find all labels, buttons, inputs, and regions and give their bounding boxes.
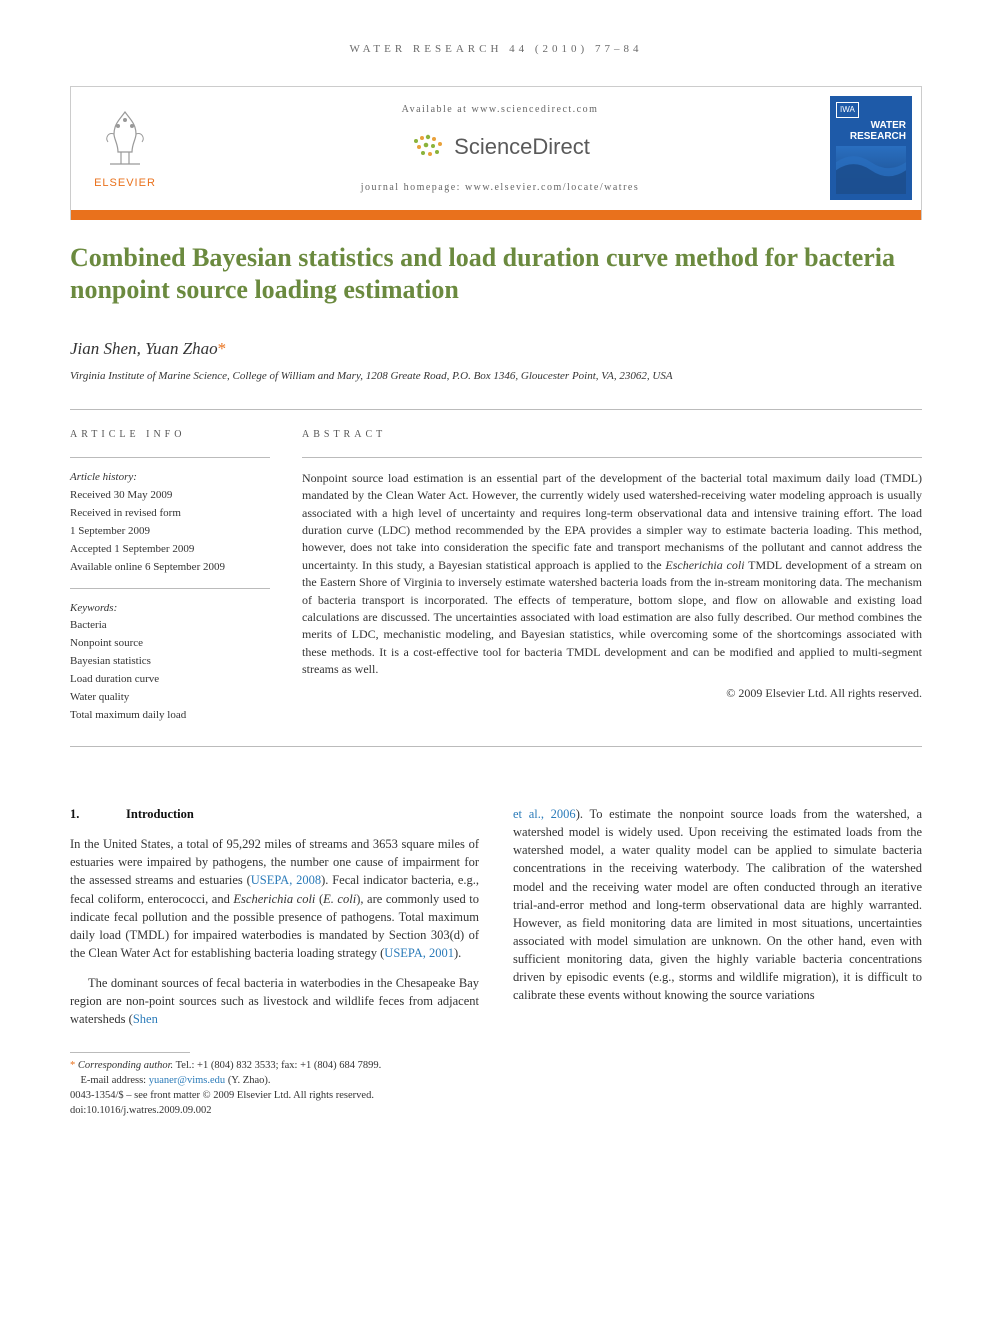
meta-abstract-row: ARTICLE INFO Article history: Received 3… [70, 410, 922, 746]
affiliation: Virginia Institute of Marine Science, Co… [70, 369, 922, 385]
elsevier-wordmark: ELSEVIER [94, 176, 156, 192]
body-paragraph: The dominant sources of fecal bacteria i… [70, 974, 479, 1028]
cover-iwa-badge: IWA [836, 102, 859, 118]
abstract-italic-term: Escherichia coli [665, 558, 744, 572]
meta-rule-1 [70, 457, 270, 458]
available-at-text: Available at www.sciencedirect.com [189, 103, 811, 118]
abstract-column: ABSTRACT Nonpoint source load estimation… [302, 428, 922, 726]
abstract-rule [302, 457, 922, 458]
cover-thumbnail: IWA WATER RESEARCH [830, 96, 912, 200]
abstract-heading: ABSTRACT [302, 428, 922, 443]
keyword: Bayesian statistics [70, 654, 270, 670]
article-title: Combined Bayesian statistics and load du… [70, 242, 922, 307]
species-italic: E. coli [323, 892, 356, 906]
article-info-heading: ARTICLE INFO [70, 428, 270, 443]
abstract-part-b: TMDL development of a stream on the East… [302, 558, 922, 676]
corresponding-star-icon: * [218, 339, 227, 358]
rule-bottom [70, 746, 922, 747]
sciencedirect-text: ScienceDirect [454, 131, 590, 163]
meta-rule-2 [70, 588, 270, 589]
running-head: WATER RESEARCH 44 (2010) 77–84 [70, 42, 922, 58]
email-who: (Y. Zhao). [225, 1075, 270, 1086]
p1-c: ( [315, 892, 323, 906]
history-line: Received in revised form [70, 506, 270, 522]
email-label: E-mail address: [81, 1075, 149, 1086]
body-paragraph: et al., 2006). To estimate the nonpoint … [513, 805, 922, 1004]
history-line: 1 September 2009 [70, 524, 270, 540]
footnote-rule [70, 1052, 190, 1053]
keyword: Bacteria [70, 618, 270, 634]
journal-homepage-text: journal homepage: www.elsevier.com/locat… [189, 181, 811, 196]
history-line: Available online 6 September 2009 [70, 560, 270, 576]
body-column-right: et al., 2006). To estimate the nonpoint … [513, 805, 922, 1118]
sciencedirect-dots-icon [410, 133, 446, 161]
abstract-copyright: © 2009 Elsevier Ltd. All rights reserved… [302, 685, 922, 702]
section-title: Introduction [126, 807, 194, 821]
body-paragraph: In the United States, a total of 95,292 … [70, 835, 479, 962]
corr-label: Corresponding author. [78, 1060, 173, 1071]
cover-title-line1: WATER [871, 120, 906, 131]
history-label: Article history: [70, 470, 270, 486]
history-line: Received 30 May 2009 [70, 488, 270, 504]
footnote-email-line: E-mail address: yuaner@vims.edu (Y. Zhao… [70, 1074, 479, 1089]
body-column-left: 1.Introduction In the United States, a t… [70, 805, 479, 1118]
citation-link[interactable]: et al., 2006 [513, 807, 576, 821]
species-italic: Escherichia coli [233, 892, 315, 906]
section-number: 1. [70, 805, 126, 823]
footnote-issn: 0043-1354/$ – see front matter © 2009 El… [70, 1089, 479, 1104]
history-line: Accepted 1 September 2009 [70, 542, 270, 558]
header-center: Available at www.sciencedirect.com Scien… [179, 87, 821, 210]
keywords-label: Keywords: [70, 601, 270, 617]
star-icon: * [70, 1060, 78, 1071]
footnote-doi: doi:10.1016/j.watres.2009.09.002 [70, 1104, 479, 1119]
authors: Jian Shen, Yuan Zhao* [70, 337, 922, 362]
keyword: Water quality [70, 690, 270, 706]
publisher-header: ELSEVIER Available at www.sciencedirect.… [70, 86, 922, 210]
cover-title: WATER RESEARCH [850, 120, 906, 142]
cover-title-line2: RESEARCH [850, 131, 906, 142]
keyword: Nonpoint source [70, 636, 270, 652]
journal-cover: IWA WATER RESEARCH [821, 87, 921, 210]
email-link[interactable]: yuaner@vims.edu [149, 1075, 225, 1086]
author-names: Jian Shen, Yuan Zhao [70, 339, 218, 358]
elsevier-tree-icon [90, 104, 160, 174]
keyword: Load duration curve [70, 672, 270, 688]
footnote-corr: * Corresponding author. Tel.: +1 (804) 8… [70, 1059, 479, 1074]
sciencedirect-logo: ScienceDirect [189, 131, 811, 163]
keyword: Total maximum daily load [70, 708, 270, 724]
footnote-block: * Corresponding author. Tel.: +1 (804) 8… [70, 1059, 479, 1118]
p1-e: ). [454, 946, 461, 960]
citation-link[interactable]: USEPA, 2001 [384, 946, 454, 960]
article-info-column: ARTICLE INFO Article history: Received 3… [70, 428, 270, 726]
abstract-part-a: Nonpoint source load estimation is an es… [302, 471, 922, 572]
p2-a: The dominant sources of fecal bacteria i… [70, 976, 479, 1026]
citation-link[interactable]: USEPA, 2008 [251, 873, 321, 887]
section-heading: 1.Introduction [70, 805, 479, 823]
orange-divider-bar [70, 210, 922, 220]
col2-text: ). To estimate the nonpoint source loads… [513, 807, 922, 1002]
elsevier-logo: ELSEVIER [71, 87, 179, 210]
corr-tel: Tel.: +1 (804) 832 3533; fax: +1 (804) 6… [173, 1060, 381, 1071]
cover-wave-graphic [836, 146, 906, 194]
citation-link[interactable]: Shen [133, 1012, 158, 1026]
body-columns: 1.Introduction In the United States, a t… [70, 805, 922, 1118]
abstract-text: Nonpoint source load estimation is an es… [302, 470, 922, 679]
